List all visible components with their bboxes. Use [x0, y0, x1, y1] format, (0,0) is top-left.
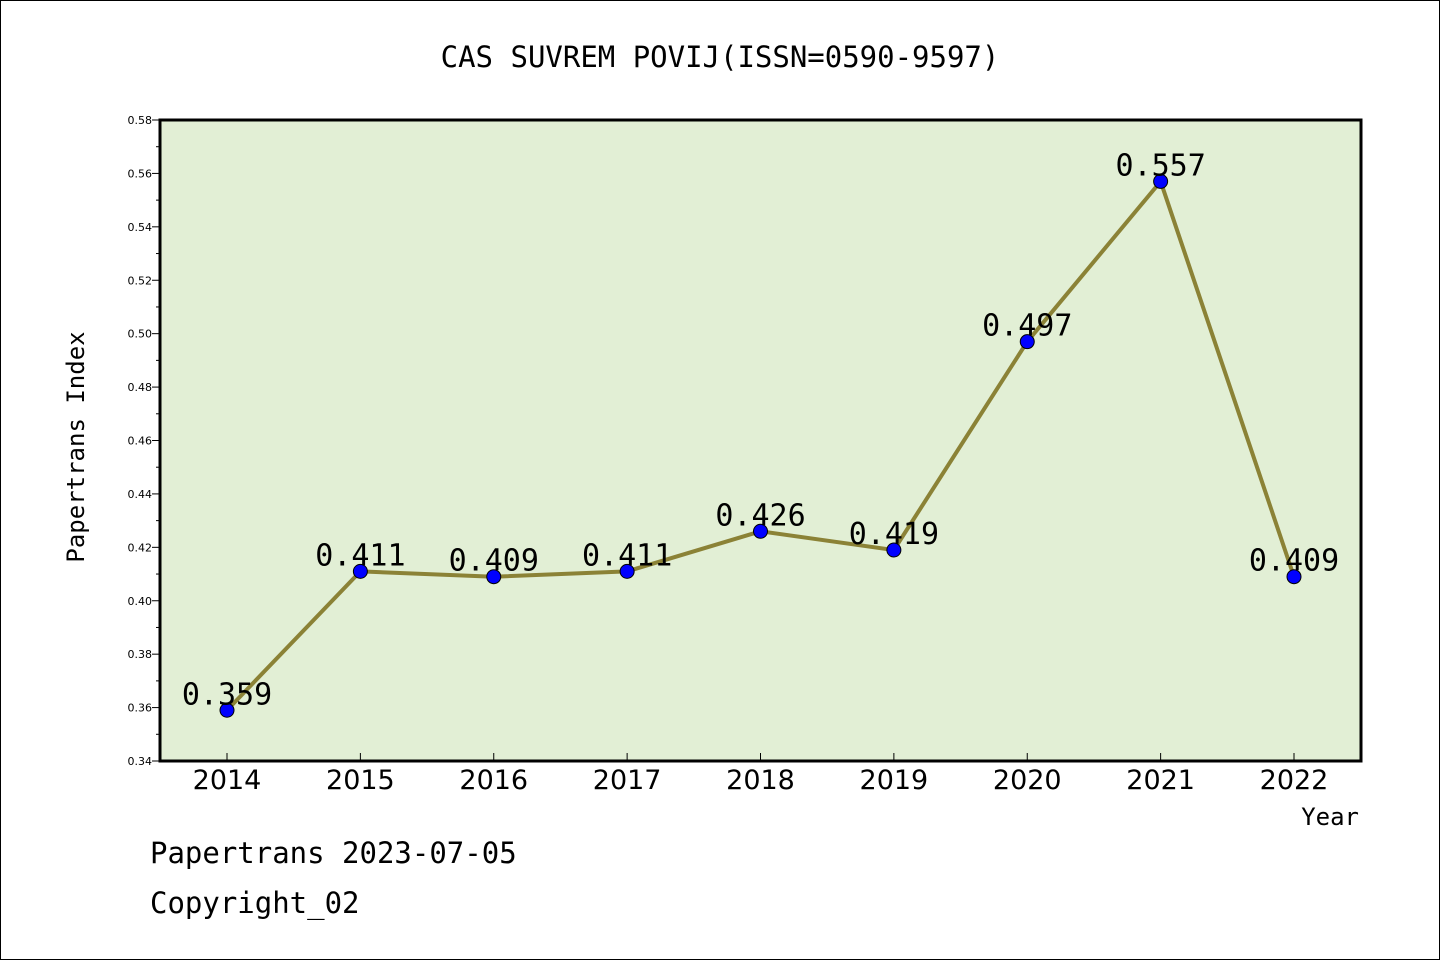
- y-tick-label: 0.42: [128, 541, 153, 554]
- data-point: [1286, 569, 1302, 585]
- data-point: [219, 702, 235, 718]
- data-label: 0.419: [849, 517, 939, 552]
- x-tick-label: 2019: [860, 765, 929, 796]
- data-label: 0.557: [1115, 148, 1205, 183]
- x-tick-label: 2022: [1260, 765, 1329, 796]
- x-tick-label: 2016: [459, 765, 528, 796]
- x-tick-label: 2021: [1126, 765, 1195, 796]
- x-tick-label: 2014: [193, 765, 262, 796]
- data-point: [1153, 173, 1169, 189]
- x-axis-label: Year: [1301, 803, 1359, 831]
- x-tick-label: 2015: [326, 765, 395, 796]
- y-tick-label: 0.36: [128, 702, 153, 715]
- data-label: 0.409: [1249, 544, 1339, 579]
- y-tick-label: 0.54: [128, 221, 153, 234]
- footer-date: Papertrans 2023-07-05: [150, 836, 517, 870]
- data-point: [1019, 334, 1035, 350]
- x-tick-label: 2017: [593, 765, 662, 796]
- y-tick-label: 0.58: [128, 114, 153, 127]
- series-line-group: [219, 173, 1302, 718]
- y-tick-label: 0.50: [128, 328, 153, 341]
- y-tick-label: 0.46: [128, 435, 153, 448]
- y-axis-label: Papertrans Index: [62, 331, 90, 562]
- data-point: [486, 569, 502, 585]
- plot-area: [158, 118, 1363, 763]
- y-tick-label: 0.52: [128, 274, 153, 287]
- y-tick-label: 0.48: [128, 381, 153, 394]
- data-label: 0.497: [982, 309, 1072, 344]
- data-point: [753, 523, 768, 539]
- data-label: 0.409: [449, 544, 539, 579]
- data-point: [886, 542, 902, 558]
- data-label: 0.426: [715, 498, 805, 533]
- y-tick-label: 0.56: [128, 167, 153, 180]
- chart-title: CAS SUVREM POVIJ(ISSN=0590-9597): [441, 40, 1000, 74]
- x-tick-label: 2018: [726, 765, 795, 796]
- y-axis: 0.34 0.36 0.38 0.40 0.42 0.44 0.46 0.48 0.50 0.52…: [128, 114, 161, 768]
- data-label: 0.411: [315, 538, 405, 573]
- y-tick-label: 0.40: [128, 595, 153, 608]
- data-label: 0.411: [582, 538, 672, 573]
- data-label-group: 0.359 0.411 0.409 0.411 0.426 0.419 0.497 0.557…: [182, 148, 1339, 712]
- data-point: [352, 563, 368, 579]
- x-axis: 2014 2015 2016 2017 2018 2019 2020 2021 2022: [193, 753, 1329, 796]
- footer-copyright: Copyright_02: [150, 886, 360, 920]
- x-tick-label: 2020: [993, 765, 1062, 796]
- y-tick-label: 0.38: [128, 648, 153, 661]
- data-point: [619, 563, 635, 579]
- y-tick-label: 0.44: [128, 488, 153, 501]
- y-tick-label: 0.34: [128, 755, 153, 768]
- data-label: 0.359: [182, 677, 272, 712]
